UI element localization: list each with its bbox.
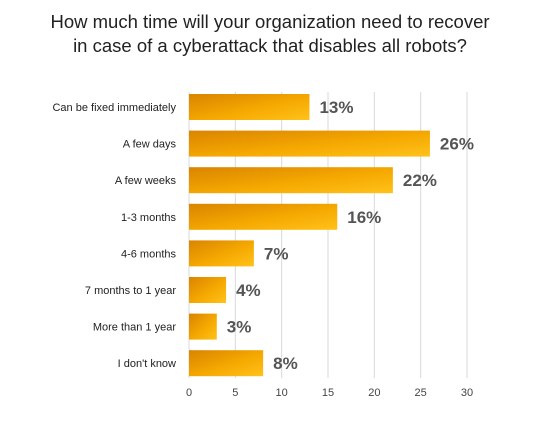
category-label: I don't know [118, 358, 176, 370]
bars [189, 94, 430, 377]
bar [189, 167, 393, 194]
bar [189, 130, 430, 157]
x-tick-label: 15 [322, 387, 334, 399]
value-labels: 13% 26%22% 16% 7%4% 3% 8% [227, 98, 474, 373]
x-tick-label: 25 [415, 387, 427, 399]
value-label: 13% [319, 98, 353, 117]
chart-title-line-2: in case of a cyberattack that disables a… [73, 35, 467, 56]
x-tick-label: 5 [232, 387, 238, 399]
value-label: 22% [403, 171, 437, 190]
category-label: 7 months to 1 year [85, 285, 176, 297]
chart-title: How much time will your organization nee… [0, 10, 540, 58]
bar [189, 240, 254, 267]
category-label: More than 1 year [93, 322, 176, 334]
chart-title-line-1: How much time will your organization nee… [50, 11, 490, 32]
bar [189, 350, 264, 377]
x-tick-label: 0 [186, 387, 192, 399]
bar [189, 277, 227, 303]
category-label: A few days [123, 139, 177, 151]
value-label: 8% [273, 354, 298, 373]
bar [189, 313, 217, 340]
category-label: 1-3 months [121, 212, 177, 224]
value-label: 4% [236, 281, 261, 300]
x-tick-label: 20 [368, 387, 380, 399]
value-label: 16% [347, 208, 381, 227]
value-label: 3% [227, 318, 252, 337]
category-labels: Can be fixed immediately A few days A few … [52, 102, 176, 370]
category-label: A few weeks [115, 175, 177, 187]
bar [189, 203, 338, 230]
x-tick-label: 10 [276, 387, 288, 399]
x-axis-ticks: 0 5 10 15 20 25 30 [186, 387, 473, 399]
category-label: Can be fixed immediately [52, 102, 176, 114]
value-label: 26% [440, 135, 474, 154]
category-label: 4-6 months [121, 248, 177, 260]
bar [189, 94, 310, 120]
value-label: 7% [264, 244, 289, 263]
x-tick-label: 30 [461, 387, 473, 399]
